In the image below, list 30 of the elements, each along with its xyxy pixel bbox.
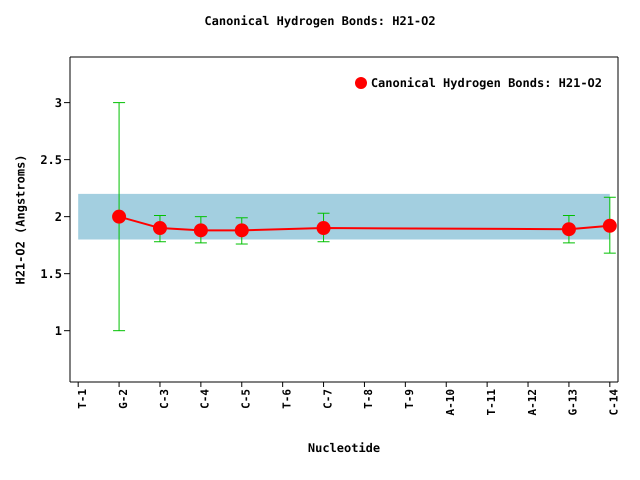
point xyxy=(602,218,617,233)
point xyxy=(112,210,126,224)
chart-title: Canonical Hydrogen Bonds: H21-O2 xyxy=(203,14,437,28)
y-tick-label: 2 xyxy=(54,210,62,224)
x-tick-label: C-7 xyxy=(321,389,334,409)
point xyxy=(194,223,208,238)
y-tick-label: 2.5 xyxy=(40,152,62,167)
x-axis-title: Nucleotide xyxy=(308,441,380,455)
y-tick-label: 3 xyxy=(54,96,62,110)
point xyxy=(234,223,249,238)
point xyxy=(316,221,331,236)
x-tick-label: C-4 xyxy=(198,388,212,409)
x-tick-label: A-10 xyxy=(444,389,458,416)
y-tick-label: 1 xyxy=(54,324,62,338)
x-tick-label: T-8 xyxy=(362,389,376,409)
x-tick-label: G-2 xyxy=(116,389,130,409)
x-tick-label: T-1 xyxy=(76,388,89,409)
legend-label: Canonical Hydrogen Bonds: H21-O2 xyxy=(370,76,602,90)
y-tick-label: 1.5 xyxy=(40,266,62,281)
point xyxy=(562,222,576,236)
x-tick-label: C-14 xyxy=(608,388,621,416)
point xyxy=(152,221,167,236)
x-tick-label: G-13 xyxy=(566,389,580,416)
y-axis-title: H21-O2 (Angstroms) xyxy=(13,154,28,285)
x-tick-label: T-11 xyxy=(484,388,498,416)
x-tick-label: C-5 xyxy=(240,389,253,409)
x-tick-label: T-6 xyxy=(280,388,294,409)
x-tick-label: T-9 xyxy=(403,389,416,409)
x-tick-label: A-12 xyxy=(526,389,539,416)
x-tick-label: C-3 xyxy=(158,389,171,409)
